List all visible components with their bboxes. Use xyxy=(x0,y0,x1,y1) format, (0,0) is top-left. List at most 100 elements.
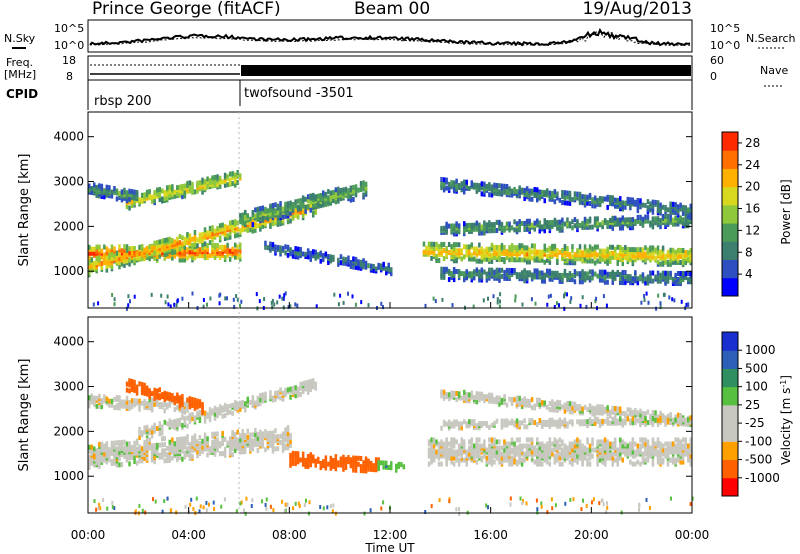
echo-cell xyxy=(327,254,330,259)
echo-cell xyxy=(171,437,174,443)
echo-cell xyxy=(514,294,517,299)
echo-cell xyxy=(488,246,491,252)
echo-cell xyxy=(578,443,582,449)
echo-cell xyxy=(636,410,640,416)
echo-cell xyxy=(228,220,232,226)
echo-cell xyxy=(269,241,272,247)
echo-cell xyxy=(480,271,484,277)
echo-cell xyxy=(621,200,624,206)
echo-cell xyxy=(286,244,290,250)
echo-cell xyxy=(603,441,607,447)
y-tick-label: 4000 xyxy=(53,130,84,144)
echo-cell xyxy=(561,190,564,195)
echo-cell xyxy=(463,419,466,425)
echo-cell xyxy=(498,453,501,459)
echo-cell xyxy=(498,248,501,254)
echo-cell xyxy=(239,433,242,439)
echo-cell xyxy=(561,439,564,445)
echo-cell xyxy=(88,250,91,256)
echo-cell xyxy=(246,434,249,440)
echo-cell xyxy=(583,256,587,262)
echo-cell xyxy=(216,225,219,231)
echo-cell xyxy=(548,245,552,251)
echo-cell xyxy=(656,200,660,206)
echo-cell xyxy=(123,244,126,250)
echo-cell xyxy=(684,449,687,455)
echo-cell xyxy=(676,208,680,214)
echo-cell xyxy=(95,256,98,262)
echo-cell xyxy=(503,225,506,231)
echo-cell xyxy=(586,271,589,277)
echo-cell xyxy=(206,253,209,259)
echo-cell xyxy=(614,215,617,221)
echo-cell xyxy=(566,217,569,223)
echo-cell xyxy=(304,384,307,390)
echo-cell xyxy=(103,447,106,453)
echo-cell xyxy=(463,227,466,233)
echo-cell xyxy=(269,203,272,209)
echo-cell xyxy=(239,173,242,179)
echo-cell xyxy=(221,179,224,185)
echo-cell xyxy=(496,300,499,305)
echo-cell xyxy=(309,199,312,205)
echo-cell xyxy=(213,242,217,248)
echo-cell xyxy=(218,441,222,447)
echo-cell xyxy=(616,457,619,463)
echo-cell xyxy=(687,213,690,219)
echo-cell xyxy=(364,181,368,187)
echo-cell xyxy=(596,404,599,410)
echo-cell xyxy=(125,252,129,258)
echo-cell xyxy=(586,447,589,453)
echo-cell xyxy=(123,439,126,445)
echo-cell xyxy=(659,249,662,255)
echo-cell xyxy=(198,451,202,457)
echo-cell xyxy=(621,410,624,416)
echo-cell xyxy=(223,182,227,188)
echo-cell xyxy=(156,426,159,431)
echo-cell xyxy=(105,255,109,261)
echo-cell xyxy=(387,266,390,272)
echo-cell xyxy=(153,459,156,465)
echo-cell xyxy=(473,269,476,275)
echo-cell xyxy=(656,414,660,420)
echo-cell xyxy=(130,246,134,252)
echo-cell xyxy=(445,221,448,227)
echo-cell xyxy=(228,171,232,177)
echo-cell xyxy=(601,196,604,202)
echo-cell xyxy=(445,246,448,251)
echo-cell xyxy=(221,222,224,228)
echo-cell xyxy=(422,249,426,255)
echo-cell xyxy=(523,457,526,463)
echo-cell xyxy=(495,445,499,451)
echo-cell xyxy=(364,260,368,266)
echo-cell xyxy=(634,270,637,276)
echo-cell xyxy=(520,457,524,463)
echo-cell xyxy=(624,274,627,279)
echo-cell xyxy=(98,261,101,267)
echo-cell xyxy=(568,401,572,407)
echo-cell xyxy=(103,457,106,463)
echo-cell xyxy=(644,280,647,286)
echo-cell xyxy=(241,429,244,435)
echo-cell xyxy=(244,449,247,455)
echo-cell xyxy=(609,217,612,223)
echo-cell xyxy=(505,453,509,459)
echo-cell xyxy=(619,255,622,260)
echo-cell xyxy=(614,246,617,252)
echo-cell xyxy=(347,255,350,261)
echo-cell xyxy=(171,248,174,254)
echo-cell xyxy=(639,412,642,418)
echo-cell xyxy=(543,272,546,278)
echo-cell xyxy=(198,253,202,259)
echo-cell xyxy=(319,197,322,203)
echo-cell xyxy=(624,441,627,447)
echo-cell xyxy=(616,269,619,275)
echo-cell xyxy=(523,196,526,201)
echo-cell xyxy=(125,248,129,254)
echo-cell xyxy=(234,406,237,412)
echo-cell xyxy=(223,254,227,260)
echo-cell xyxy=(588,201,592,206)
echo-cell xyxy=(259,393,262,399)
echo-cell xyxy=(322,202,325,208)
power-echo-cells xyxy=(88,170,692,311)
